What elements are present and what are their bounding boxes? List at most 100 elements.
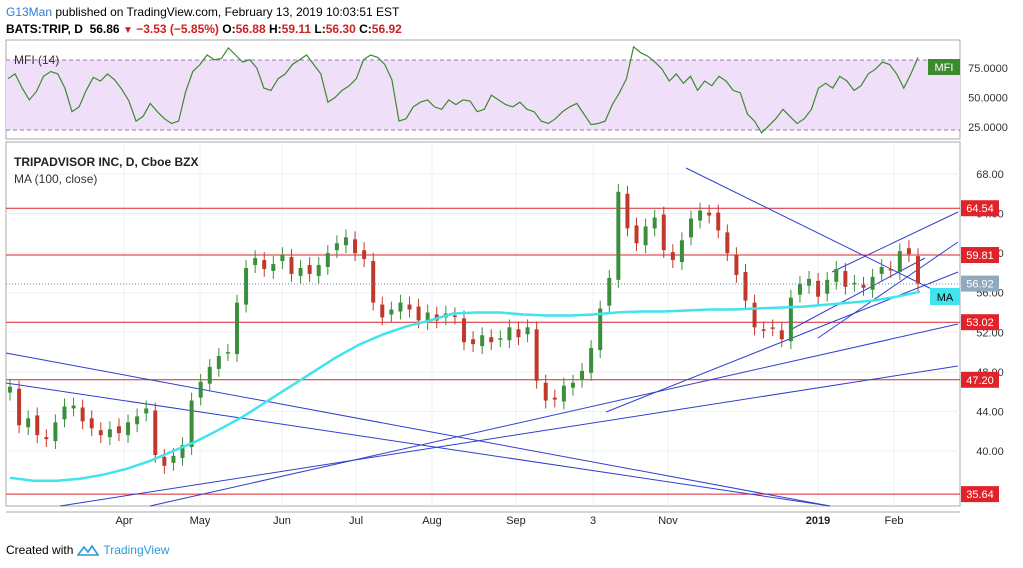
candle [53,414,58,450]
candle [425,304,430,331]
x-tick-label: Feb [885,515,904,527]
candle [543,374,548,409]
trend-line [831,211,959,273]
candle [207,358,212,392]
candle [788,289,793,350]
y-tick-label: 44.00 [976,406,1004,418]
candle [244,260,249,313]
candle [761,321,766,339]
candle-body [35,415,40,436]
created-with-text: Created with [6,543,74,557]
candle-body [589,348,594,373]
candle [380,296,385,326]
candle-body [225,352,230,354]
candle-body [62,406,67,420]
candle [216,348,221,377]
candle [698,202,703,229]
candle [189,392,194,455]
candle-body [334,243,339,251]
candle [670,244,675,268]
candle-body [561,385,566,402]
candle [307,257,312,282]
ohlc-legend: BATS:TRIP, D 56.86 ▼ −3.53 (−5.85%) O:56… [6,22,402,38]
low-value: 56.30 [325,22,356,36]
candle-body [516,329,521,338]
candle [253,250,258,273]
last-price: 56.86 [89,22,120,36]
candle-body [761,329,766,331]
candle-body [689,218,693,238]
footer: Created with TradingView [6,543,169,557]
candle-body [316,265,321,276]
x-tick-label: 3 [590,515,596,527]
candle-body [307,265,312,274]
open-label: O: [222,22,236,36]
candle-body [144,408,149,414]
candle-body [126,422,131,436]
candle [298,260,303,284]
candle-body [162,456,167,466]
candle [580,362,585,388]
candle-body [607,277,612,306]
candle-body [8,386,12,393]
candle [334,235,339,259]
mfi-tag [928,59,960,75]
candle [734,247,739,283]
level-tag [961,314,999,331]
candle [153,402,158,463]
candle [362,242,367,267]
price-panel-frame [5,141,961,507]
candle-body [834,268,839,282]
candle-body [107,429,112,438]
x-tick-label: Apr [115,515,132,527]
candle [625,185,630,237]
candle [280,247,285,269]
candle [62,398,67,428]
candle [852,274,857,292]
candle [797,275,802,303]
candle-body [825,279,830,294]
candle [353,231,358,262]
candle [225,344,230,361]
candle-body [462,318,466,343]
candle-body [797,283,802,295]
tradingview-brand[interactable]: TradingView [103,543,170,557]
candle-body [398,302,403,312]
x-tick-label: Aug [422,515,442,527]
candle [262,252,267,277]
candle-body [17,388,22,426]
candle-body [752,302,757,328]
candle-body [235,302,239,355]
candle [870,268,875,298]
candle [35,407,40,444]
candle-body [743,271,748,301]
candle [879,259,884,282]
tradingview-logo-icon [77,544,100,556]
candle-body [870,276,875,290]
candle-body [807,278,812,286]
candle-body [598,308,603,351]
author-name[interactable]: G13Man [6,5,53,19]
y-tick-label: 52.00 [976,327,1004,339]
candle [325,245,330,275]
price-change: −3.53 (−5.85%) [136,22,219,36]
candle-body [552,397,557,400]
candle-body [779,330,784,340]
candle [716,204,721,239]
candle [825,271,830,302]
candle-body [716,212,721,231]
candle-body [471,339,476,345]
candle-body [670,252,675,261]
candle [843,263,848,295]
candle-body [888,268,893,271]
candle [507,319,512,349]
candle [807,270,812,294]
mfi-label: MFI (14) [14,53,60,67]
candle [770,319,775,337]
candle [398,294,403,320]
candle-body [89,418,94,429]
level-tag-label: 59.81 [966,250,994,262]
candle [26,410,31,436]
candle-body [843,270,848,287]
